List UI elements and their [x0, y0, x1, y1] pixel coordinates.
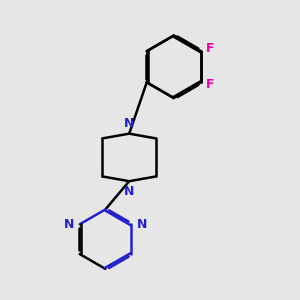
Text: N: N [124, 185, 134, 198]
Text: N: N [124, 117, 134, 130]
Text: F: F [206, 42, 215, 55]
Text: N: N [64, 218, 74, 231]
Text: F: F [206, 78, 215, 91]
Text: N: N [136, 218, 147, 231]
